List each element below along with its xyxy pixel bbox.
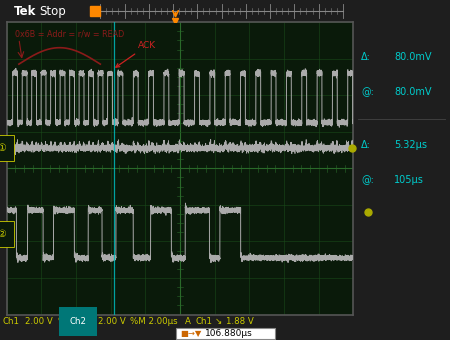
Text: Δ:: Δ: [361, 52, 371, 62]
Text: A: A [184, 317, 190, 326]
Text: 80.0mV: 80.0mV [394, 87, 432, 97]
Bar [176, 328, 274, 339]
Text: @:: @: [361, 175, 374, 185]
Text: Ch1: Ch1 [196, 317, 213, 326]
Text: ↘: ↘ [215, 317, 222, 326]
Text: Ch1: Ch1 [2, 317, 19, 326]
Text: Δ:: Δ: [361, 140, 371, 150]
Text: %: % [58, 317, 66, 326]
Text: ①: ① [0, 143, 6, 153]
Text: 0x6B = Addr = r/w = READ: 0x6B = Addr = r/w = READ [15, 30, 125, 38]
Text: Ch2: Ch2 [70, 317, 87, 326]
Text: Tek: Tek [14, 4, 36, 18]
Text: 1.88 V: 1.88 V [226, 317, 254, 326]
Text: @:: @: [361, 87, 374, 97]
Text: 2.00 V: 2.00 V [98, 317, 126, 326]
Text: 80.0mV: 80.0mV [394, 52, 432, 62]
Text: Stop: Stop [40, 4, 67, 18]
Text: 5.32µs: 5.32µs [394, 140, 427, 150]
Text: 105µs: 105µs [394, 175, 424, 185]
Text: 2.00 V: 2.00 V [25, 317, 53, 326]
Text: ACK: ACK [116, 41, 157, 67]
Text: ②: ② [0, 229, 6, 239]
Text: %M 2.00µs: %M 2.00µs [130, 317, 177, 326]
Text: ■→▼: ■→▼ [180, 329, 202, 338]
Text: 106.880µs: 106.880µs [205, 329, 252, 338]
